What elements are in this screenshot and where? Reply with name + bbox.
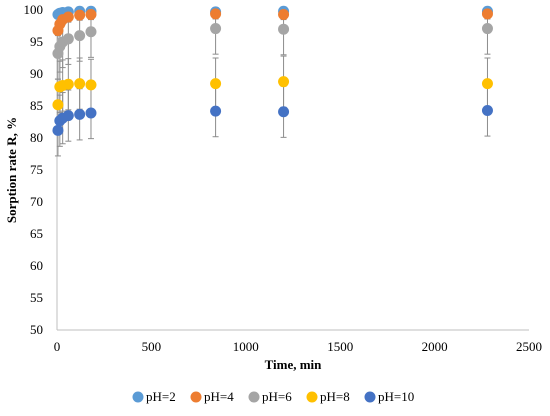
- data-point: [62, 78, 74, 90]
- y-tick-label: 75: [30, 162, 43, 177]
- data-point: [481, 23, 493, 35]
- data-point: [85, 79, 97, 91]
- data-point: [85, 26, 97, 38]
- legend-label: pH=6: [262, 389, 292, 404]
- data-point: [481, 78, 493, 90]
- y-tick-label: 95: [30, 34, 43, 49]
- data-point: [62, 110, 74, 122]
- data-point: [74, 78, 86, 90]
- legend-marker: [364, 391, 376, 403]
- x-tick-label: 1000: [233, 339, 259, 354]
- legend-marker: [132, 391, 144, 403]
- data-point: [278, 8, 290, 20]
- data-point: [52, 99, 64, 111]
- data-point: [481, 8, 493, 20]
- y-tick-label: 65: [30, 226, 43, 241]
- x-tick-label: 2500: [516, 339, 542, 354]
- legend-marker: [306, 391, 318, 403]
- data-point: [85, 107, 97, 119]
- legend-label: pH=10: [378, 389, 414, 404]
- legend-label: pH=4: [204, 389, 234, 404]
- x-tick-label: 0: [54, 339, 61, 354]
- data-points: [52, 5, 493, 136]
- y-axis-title-group: Sorption rate R, %: [4, 117, 19, 223]
- data-point: [210, 8, 222, 20]
- y-tick-label: 85: [30, 98, 43, 113]
- error-bars: [54, 9, 491, 157]
- data-point: [278, 23, 290, 35]
- data-point: [481, 104, 493, 116]
- x-tick-label: 2000: [422, 339, 448, 354]
- y-tick-label: 80: [30, 130, 43, 145]
- data-point: [62, 11, 74, 23]
- data-point: [210, 78, 222, 90]
- y-tick-label: 50: [30, 322, 43, 337]
- legend-marker: [248, 391, 260, 403]
- legend-marker: [190, 391, 202, 403]
- data-point: [74, 108, 86, 120]
- data-point: [62, 33, 74, 45]
- x-tick-label: 500: [142, 339, 162, 354]
- data-point: [74, 30, 86, 42]
- axes: [56, 10, 529, 331]
- y-tick-label: 55: [30, 290, 43, 305]
- x-axis-title: Time, min: [265, 357, 323, 372]
- data-point: [278, 76, 290, 88]
- data-point: [210, 23, 222, 35]
- data-point: [210, 105, 222, 117]
- legend-label: pH=2: [146, 389, 176, 404]
- x-tick-label: 1500: [327, 339, 353, 354]
- legend-label: pH=8: [320, 389, 350, 404]
- data-point: [85, 8, 97, 20]
- data-point: [74, 9, 86, 21]
- y-tick-label: 60: [30, 258, 43, 273]
- y-tick-label: 100: [24, 2, 44, 17]
- y-tick-label: 70: [30, 194, 43, 209]
- data-point: [52, 124, 64, 136]
- legend: pH=2 pH=4 pH=6 pH=8 pH=10: [132, 389, 414, 404]
- y-tick-label: 90: [30, 66, 43, 81]
- data-point: [278, 106, 290, 118]
- y-axis-title: Sorption rate R, %: [4, 117, 19, 223]
